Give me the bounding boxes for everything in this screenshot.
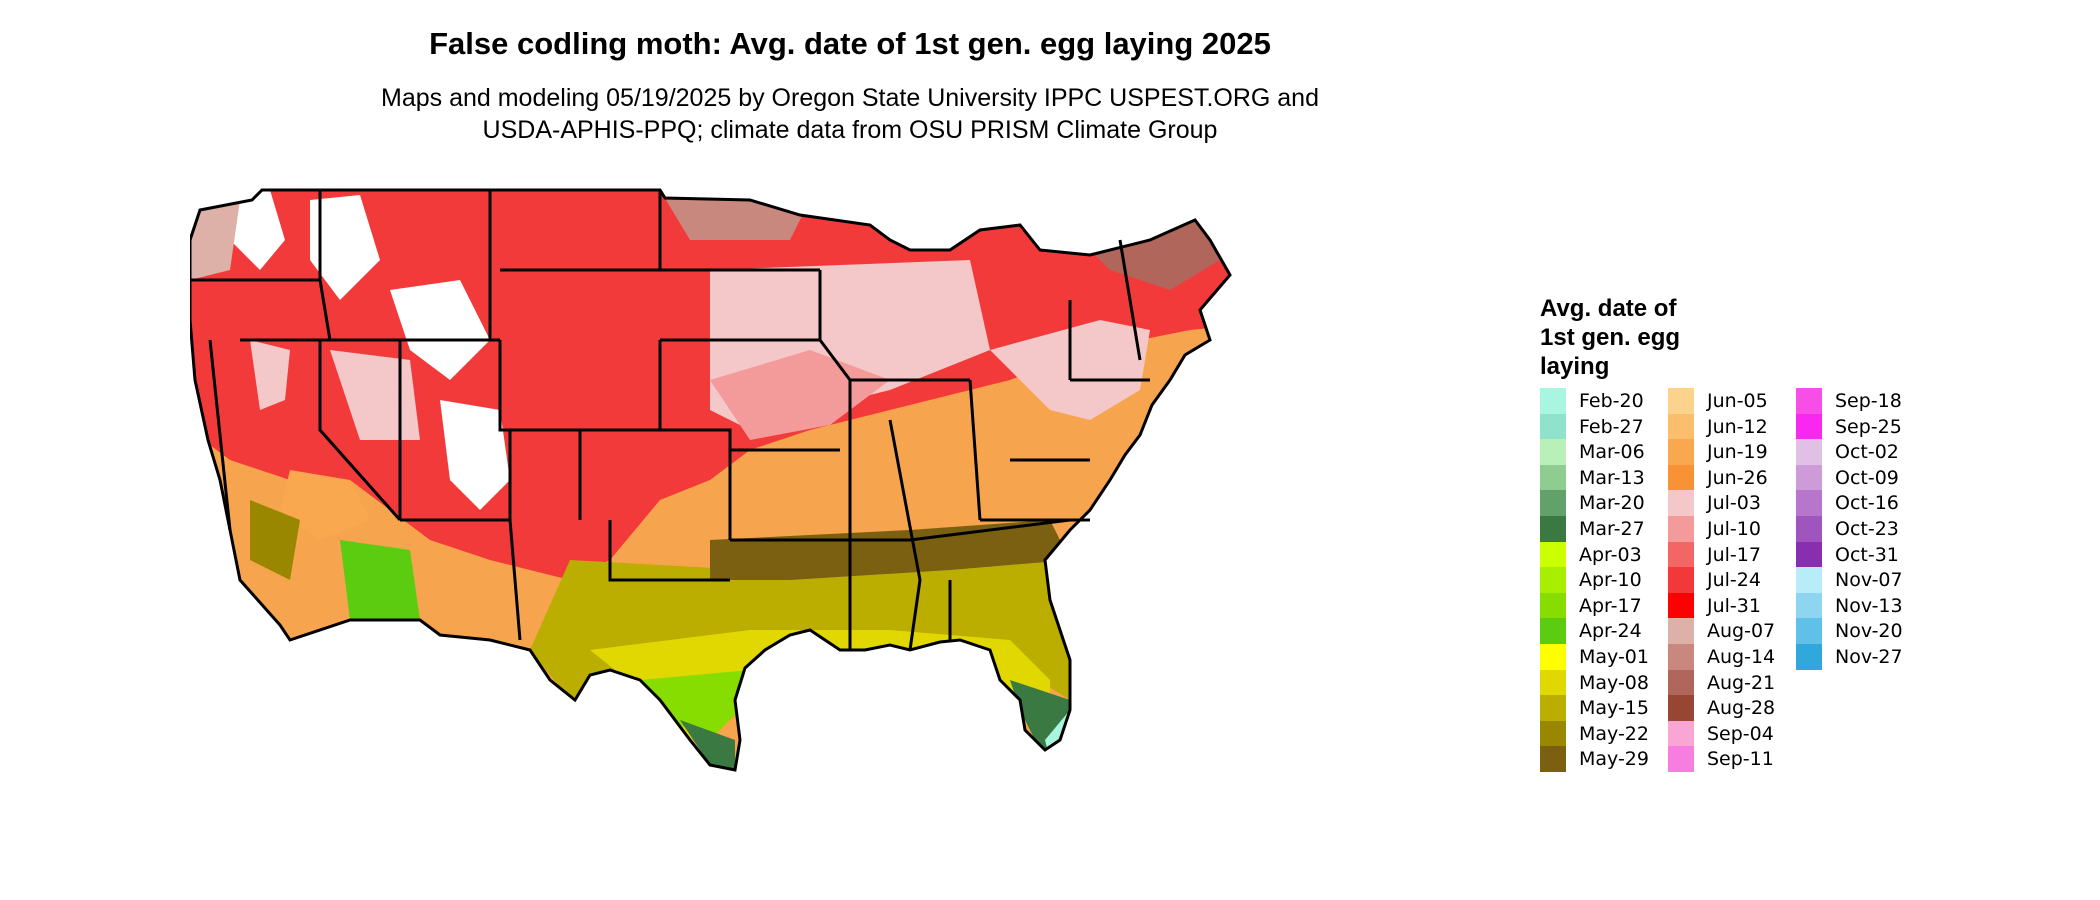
map-title: False codling moth: Avg. date of 1st gen…: [429, 26, 1271, 61]
legend-label: Nov-27: [1835, 646, 1903, 668]
legend-label: Jun-05: [1707, 390, 1768, 412]
legend-swatch: [1540, 516, 1566, 542]
legend-label: May-01: [1579, 646, 1649, 668]
legend-swatch: [1668, 439, 1694, 465]
legend-swatch: [1796, 592, 1822, 619]
legend-label: May-22: [1579, 722, 1649, 745]
legend-swatch: [1540, 388, 1566, 414]
legend-label: Apr-17: [1579, 594, 1642, 617]
legend-label: Feb-27: [1579, 415, 1644, 438]
legend-label: Jul-24: [1707, 569, 1761, 592]
legend-label: Mar-13: [1579, 466, 1645, 489]
legend-label: Oct-09: [1835, 466, 1899, 489]
legend-swatch: [1668, 567, 1694, 593]
legend-swatch: [1796, 567, 1822, 593]
legend-label: Apr-24: [1579, 620, 1642, 643]
legend-title-line-3: laying: [1540, 353, 1610, 380]
legend-label: Jul-10: [1707, 518, 1761, 540]
legend-swatch: [1540, 541, 1566, 568]
legend-label: Jun-19: [1707, 441, 1768, 464]
legend-swatch: [1796, 388, 1822, 414]
legend-label: Aug-21: [1707, 671, 1776, 694]
legend-swatch: [1668, 490, 1694, 516]
legend-label: Oct-02: [1835, 441, 1899, 464]
legend-swatch: [1796, 490, 1822, 516]
legend-swatch: [1796, 541, 1822, 568]
legend-swatch: [1540, 746, 1566, 772]
legend-label: Apr-10: [1579, 569, 1642, 592]
legend-title: Avg. date of 1st gen. egg laying: [1540, 294, 1740, 381]
legend-label: Oct-31: [1835, 543, 1899, 566]
legend-label: Jul-31: [1707, 594, 1761, 617]
legend-swatch: [1540, 669, 1566, 696]
legend-swatch: [1540, 592, 1566, 619]
legend-label: May-29: [1579, 748, 1649, 771]
legend-label: Feb-20: [1579, 390, 1644, 412]
legend-swatch: [1540, 567, 1566, 593]
legend-label: Oct-23: [1835, 518, 1899, 540]
legend-swatch: [1668, 388, 1694, 414]
legend-swatch: [1796, 464, 1822, 491]
legend-swatch: [1540, 720, 1566, 747]
legend-swatch: [1540, 413, 1566, 440]
legend-title-line-1: Avg. date of: [1540, 295, 1677, 322]
legend-swatch: [1668, 516, 1694, 542]
legend-swatch: [1668, 618, 1694, 644]
legend-label: May-15: [1579, 697, 1649, 720]
legend-swatch: [1540, 644, 1566, 670]
state-borders: [190, 188, 1232, 772]
legend-swatch: [1540, 439, 1566, 465]
legend-label: Jun-26: [1707, 466, 1768, 489]
legend-label: Sep-18: [1835, 390, 1902, 412]
legend-label: May-08: [1579, 671, 1649, 694]
legend-label: Aug-28: [1707, 697, 1776, 720]
legend-swatch: [1540, 464, 1566, 491]
legend-label: Nov-20: [1835, 620, 1903, 643]
legend-label: Sep-11: [1707, 748, 1774, 771]
legend-label: Jul-03: [1707, 492, 1761, 515]
legend-swatch: [1668, 464, 1694, 491]
legend-swatch: [1668, 720, 1694, 747]
legend-label: Jun-12: [1707, 415, 1768, 438]
legend-label: Aug-07: [1707, 620, 1776, 643]
map-subtitle: Maps and modeling 05/19/2025 by Oregon S…: [0, 82, 1700, 146]
legend-label: Aug-14: [1707, 646, 1776, 668]
legend-label: Sep-04: [1707, 722, 1774, 745]
map-fill: [190, 190, 1230, 770]
legend-swatch: [1668, 592, 1694, 619]
subtitle-line-1: Maps and modeling 05/19/2025 by Oregon S…: [381, 84, 1319, 112]
legend-swatch: [1796, 644, 1822, 670]
legend-swatch: [1668, 413, 1694, 440]
subtitle-line-2: USDA-APHIS-PPQ; climate data from OSU PR…: [482, 116, 1218, 144]
legend-label: Nov-13: [1835, 594, 1903, 617]
us-degree-day-map: [190, 188, 1232, 772]
legend-swatch: [1796, 618, 1822, 644]
legend-swatch: [1540, 490, 1566, 516]
legend-swatch: [1796, 516, 1822, 542]
legend-swatch: [1796, 413, 1822, 440]
legend-label: Jul-17: [1707, 543, 1761, 566]
legend-label: Apr-03: [1579, 543, 1642, 566]
legend-label: Mar-20: [1579, 492, 1645, 515]
legend-swatch: [1796, 439, 1822, 465]
legend-swatch: [1668, 746, 1694, 772]
legend-title-line-2: 1st gen. egg: [1540, 324, 1681, 351]
legend-swatch: [1668, 644, 1694, 670]
legend-swatch: [1668, 541, 1694, 568]
legend-swatch: [1668, 669, 1694, 696]
legend-swatch: [1540, 618, 1566, 644]
legend-label: Oct-16: [1835, 492, 1899, 515]
legend-label: Sep-25: [1835, 415, 1902, 438]
legend-swatch: [1540, 695, 1566, 721]
legend-swatch: [1668, 695, 1694, 721]
legend-label: Mar-06: [1579, 441, 1645, 464]
legend-label: Nov-07: [1835, 569, 1903, 592]
legend-label: Mar-27: [1579, 518, 1645, 540]
